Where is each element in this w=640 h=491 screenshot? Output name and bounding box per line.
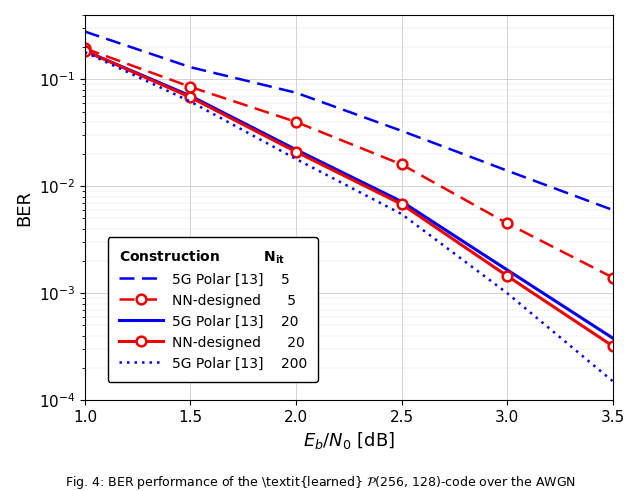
Legend: 5G Polar [13]    5, NN-designed      5, 5G Polar [13]    20, NN-designed      20: 5G Polar [13] 5, NN-designed 5, 5G Polar… (108, 237, 318, 382)
Y-axis label: BER: BER (15, 190, 33, 225)
X-axis label: $E_b/N_0$ [dB]: $E_b/N_0$ [dB] (303, 431, 395, 451)
Text: Fig. 4: BER performance of the \textit{learned} $\mathcal{P}$(256, 128)-code ove: Fig. 4: BER performance of the \textit{l… (65, 474, 575, 491)
